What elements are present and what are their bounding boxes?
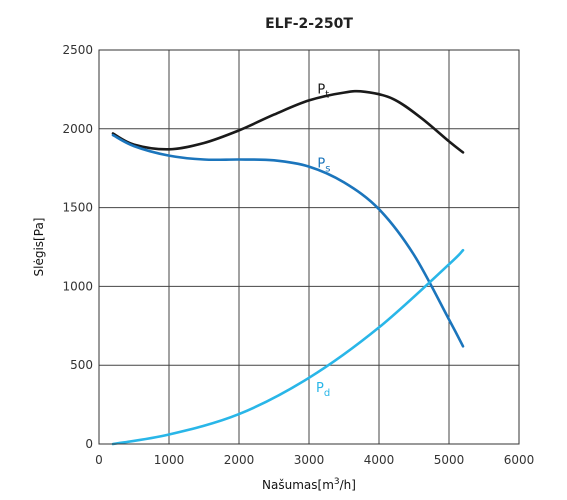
grid [98, 49, 520, 445]
series-label-pd: Pd [316, 381, 330, 399]
x-tick-labels: 0 1000 2000 3000 4000 5000 6000 [95, 453, 534, 467]
x-tick-label: 4000 [364, 453, 395, 467]
x-axis-title: Našumas[m3/h] [262, 477, 356, 492]
series-lines [111, 89, 465, 446]
y-tick-labels: 0 500 1000 1500 2000 2500 [62, 43, 93, 451]
y-tick-label: 500 [70, 358, 93, 372]
series-label-ps: Ps [317, 156, 330, 174]
x-axis-unit-pre: [m [318, 478, 334, 492]
series-line-ps [111, 133, 465, 348]
x-tick-label: 3000 [294, 453, 325, 467]
y-tick-label: 0 [85, 437, 93, 451]
y-axis-title-text: Slėgis [32, 241, 46, 277]
x-axis-unit-sup: 3 [334, 477, 340, 487]
x-tick-label: 5000 [434, 453, 465, 467]
x-axis-title-text: Našumas [262, 478, 317, 492]
y-axis-unit: [Pa] [32, 218, 46, 241]
y-tick-label: 1500 [62, 201, 93, 215]
series-label-pt: Pt [317, 82, 329, 100]
plot-frame [98, 49, 520, 445]
y-axis-title: Slėgis[Pa] [32, 218, 46, 277]
chart-title: ELF-2-250T [265, 16, 353, 32]
series-line-pd [111, 248, 465, 446]
x-tick-label: 0 [95, 453, 103, 467]
y-tick-label: 1000 [62, 279, 93, 293]
x-tick-label: 6000 [504, 453, 535, 467]
series-line-pt [111, 89, 465, 154]
x-tick-label: 1000 [154, 453, 185, 467]
series-labels: Pt Ps Pd [316, 82, 330, 399]
x-tick-label: 2000 [224, 453, 255, 467]
y-tick-label: 2000 [62, 122, 93, 136]
x-axis-unit-post: /h] [340, 478, 356, 492]
y-tick-label: 2500 [62, 43, 93, 57]
